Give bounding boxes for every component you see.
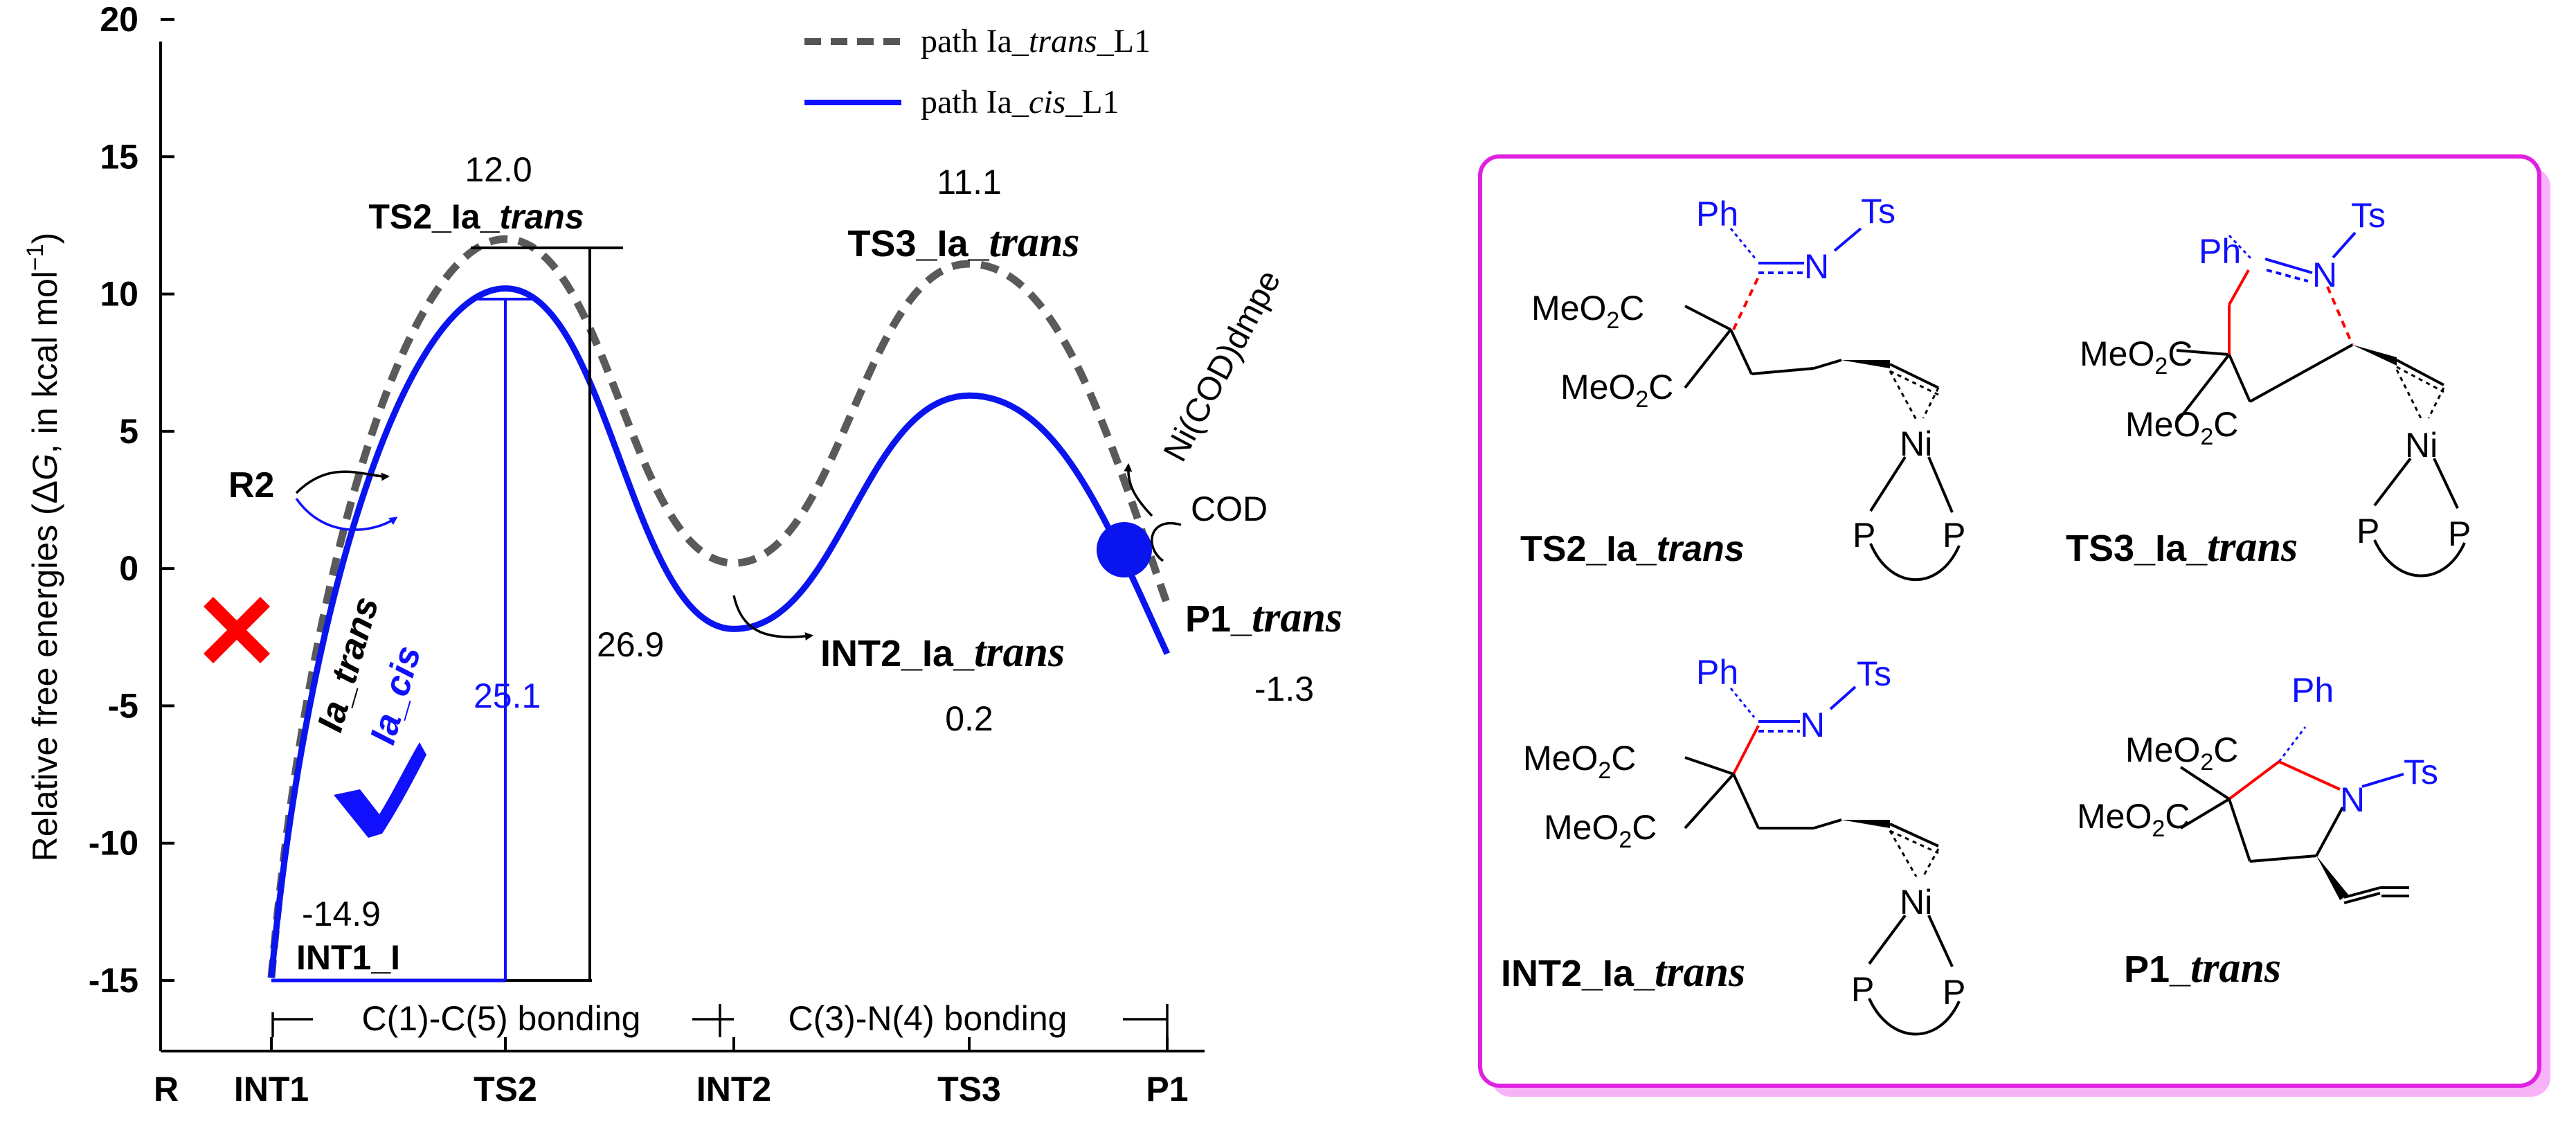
y-tick-label: 20 (100, 0, 138, 39)
x-ticks: R INT1 TS2 INT2 TS3 P1 (154, 1037, 1189, 1109)
svg-text:Ts: Ts (1857, 654, 1891, 693)
point-label-ts3: TS3_Ia_trans (847, 219, 1079, 266)
legend-label-cis: path Ia_cis_L1 (921, 84, 1119, 120)
structure-int2: Ph Ts N MeO2C MeO2C Ni P P INT2_Ia_trans (1501, 653, 1965, 1036)
svg-text:P1_trans: P1_trans (2124, 944, 2281, 992)
annotation-ia-cis: Ia_cis (363, 641, 429, 748)
cod-arrow (1151, 522, 1182, 562)
annotation-cod: COD (1191, 490, 1268, 528)
point-label-int2: INT2_Ia_trans (820, 629, 1065, 676)
svg-text:Ni: Ni (1900, 424, 1932, 463)
svg-text:MeO2C: MeO2C (1531, 289, 1644, 334)
svg-text:MeO2C: MeO2C (1544, 808, 1657, 853)
y-axis-label: Relative free energies (ΔG, in kcal mol−… (22, 233, 64, 862)
barrier-label-trans: 26.9 (597, 625, 664, 664)
svg-text:Ph: Ph (2199, 232, 2241, 271)
y-ticks: -15 -10 -5 0 5 10 15 20 (89, 0, 174, 1000)
x-tick-label: INT2 (696, 1070, 771, 1109)
point-label-ts2: TS2_Ia_trans (368, 197, 584, 236)
catalyst-dot (1097, 522, 1152, 577)
x-tick-label: TS3 (937, 1070, 1001, 1109)
y-tick-label: 15 (100, 137, 138, 176)
value-label-ts3: 11.1 (937, 163, 1002, 201)
svg-text:P: P (1853, 516, 1875, 555)
point-label-p1: P1_trans (1185, 594, 1342, 641)
svg-text:Ts: Ts (2351, 196, 2386, 235)
x-tick-label: INT1 (234, 1070, 309, 1109)
svg-text:N: N (1804, 247, 1829, 286)
svg-text:P: P (1943, 973, 1965, 1012)
energy-profile-chart: -15 -10 -5 0 5 10 15 20 R INT1 TS2 INT2 TS3 P1 Relat… (22, 0, 1342, 1109)
y-tick-label: -15 (89, 961, 138, 1000)
svg-text:MeO2C: MeO2C (1560, 368, 1673, 413)
value-label-int2: 0.2 (945, 699, 993, 738)
bonding-label-1: C(1)-C(5) bonding (362, 999, 641, 1038)
svg-text:Ph: Ph (2291, 671, 2334, 710)
r2-arrow-black (295, 470, 390, 494)
barrier-label-cis: 25.1 (474, 676, 541, 715)
structure-ts2: Ph Ts N MeO2C MeO2C Ni P P TS2_Ia_trans (1520, 192, 1965, 582)
svg-text:N: N (2312, 255, 2337, 294)
svg-text:MeO2C: MeO2C (2125, 730, 2238, 775)
svg-text:INT2_Ia_trans: INT2_Ia_trans (1501, 949, 1745, 996)
svg-text:TS3_Ia_trans: TS3_Ia_trans (2066, 523, 2298, 571)
x-tick-label: P1 (1146, 1070, 1188, 1109)
svg-text:TS2_Ia_trans: TS2_Ia_trans (1520, 529, 1745, 569)
r2-arrow-blue (295, 497, 398, 531)
structure-ts3: Ph Ts N MeO2C MeO2C Ni P P TS3_Ia_trans (2066, 196, 2471, 577)
svg-text:MeO2C: MeO2C (1523, 739, 1636, 784)
svg-text:MeO2C: MeO2C (2125, 405, 2238, 450)
annotation-r2: R2 (228, 465, 274, 505)
ni-cod-arrow (1124, 463, 1153, 517)
svg-text:Ni: Ni (2405, 426, 2438, 465)
svg-text:P: P (2357, 512, 2379, 550)
y-tick-label: -10 (89, 824, 138, 863)
y-tick-label: 5 (119, 412, 138, 451)
value-label-int1: -14.9 (302, 895, 381, 933)
bonding-brackets: C(1)-C(5) bonding C(3)-N(4) bonding (271, 999, 1169, 1038)
svg-text:Ph: Ph (1696, 653, 1738, 692)
svg-text:P: P (2448, 514, 2471, 553)
annotation-ni-cod-dmpe: Ni(COD)dmpe (1157, 264, 1288, 467)
svg-text:MeO2C: MeO2C (2077, 797, 2190, 842)
svg-text:N: N (1800, 706, 1825, 744)
check-icon (334, 742, 426, 838)
svg-text:N: N (2340, 780, 2365, 819)
y-tick-label: 0 (119, 549, 138, 588)
x-tick-label: TS2 (474, 1070, 537, 1109)
point-label-int1: INT1_I (296, 938, 400, 977)
legend: path Ia_trans_L1 path Ia_cis_L1 (804, 23, 1151, 120)
svg-text:P: P (1851, 970, 1874, 1009)
series-line-cis (268, 285, 1171, 978)
svg-text:Ts: Ts (1861, 192, 1895, 231)
structure-p1: Ph Ts N MeO2C MeO2C P1_trans (2077, 671, 2438, 992)
series-line-trans (267, 235, 1171, 978)
value-label-p1: -1.3 (1254, 670, 1314, 708)
structures-panel: Ph Ts N MeO2C MeO2C Ni P P TS2_Ia_trans (1478, 154, 2550, 1097)
svg-text:Ni: Ni (1900, 883, 1932, 922)
value-label-ts2: 12.0 (465, 150, 532, 189)
svg-text:MeO2C: MeO2C (2080, 334, 2192, 379)
y-tick-label: 10 (100, 275, 138, 314)
svg-text:Ph: Ph (1696, 195, 1738, 233)
int2-arrow (732, 595, 813, 640)
svg-text:Ts: Ts (2404, 753, 2438, 791)
y-tick-label: -5 (108, 686, 138, 725)
bonding-label-2: C(3)-N(4) bonding (789, 999, 1068, 1038)
cross-icon (204, 597, 270, 663)
x-tick-label: R (154, 1070, 179, 1109)
svg-text:P: P (1943, 516, 1965, 555)
legend-label-trans: path Ia_trans_L1 (921, 23, 1151, 60)
